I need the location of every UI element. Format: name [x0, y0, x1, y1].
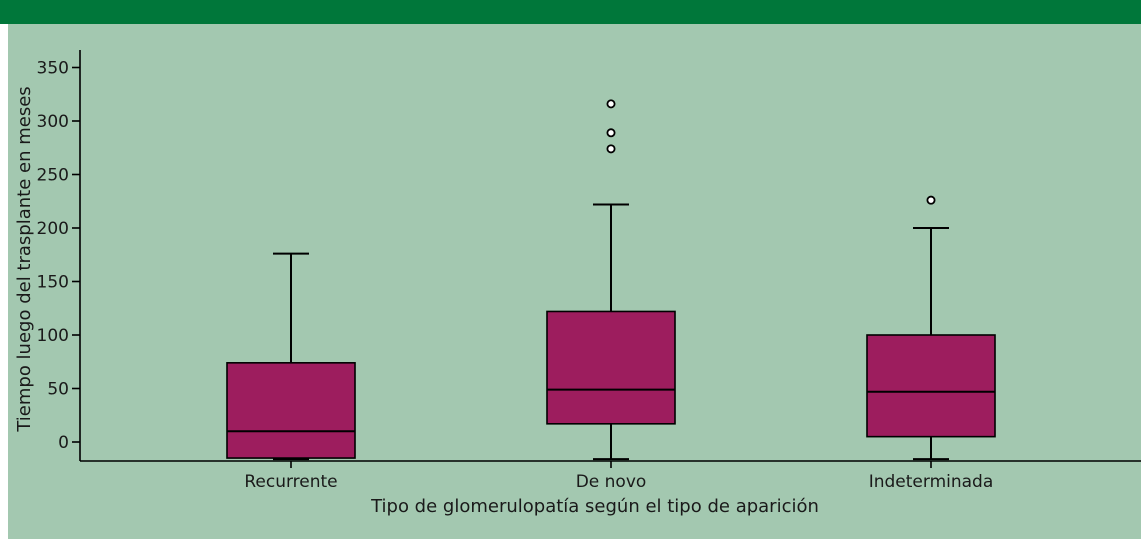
- y-tick-label: 0: [58, 433, 69, 453]
- y-tick-label: 250: [37, 166, 69, 186]
- box-group: [226, 99, 996, 461]
- outlier-point: [606, 99, 616, 109]
- iqr-box: [226, 362, 356, 459]
- chart-panel: [8, 24, 1141, 539]
- y-tick-label: 200: [37, 219, 69, 239]
- x-tick-label: De novo: [576, 472, 647, 492]
- y-axis-title: Tiempo luego del trasplante en meses: [14, 86, 35, 432]
- iqr-box: [546, 310, 676, 425]
- y-tick-label: 350: [37, 59, 69, 79]
- y-tick-label: 150: [37, 273, 69, 293]
- x-axis-title: Tipo de glomerulopatía según el tipo de …: [370, 496, 819, 517]
- y-tick-label: 300: [37, 112, 69, 132]
- outlier-point: [926, 195, 936, 205]
- x-tick-label: Recurrente: [244, 472, 337, 492]
- iqr-box: [866, 334, 996, 438]
- box-3: [866, 195, 996, 461]
- x-axis: Recurrente De novo Indeterminada: [80, 460, 1141, 492]
- box-2: [546, 99, 676, 461]
- y-axis: 0 50 100 150 200 250 300 350: [37, 50, 81, 461]
- y-tick-label: 100: [37, 326, 69, 346]
- box-1: [226, 252, 356, 461]
- outlier-point: [606, 144, 616, 154]
- y-tick-label: 50: [47, 380, 69, 400]
- x-tick-label: Indeterminada: [869, 472, 994, 492]
- header-bar: [0, 0, 1141, 24]
- outlier-point: [606, 128, 616, 138]
